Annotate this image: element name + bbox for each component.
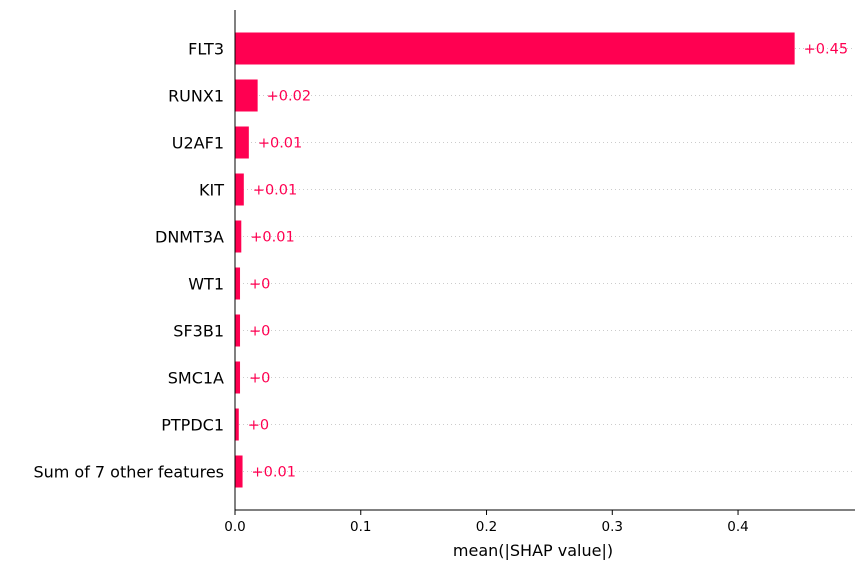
x-tick-label: 0.4	[727, 519, 748, 535]
value-label: +0.01	[250, 230, 294, 246]
feature-label: SMC1A	[168, 369, 224, 388]
feature-labels: FLT3 RUNX1 U2AF1 KIT DNMT3A WT1 SF3B1 SMC1A PTPD…	[33, 40, 224, 482]
value-label: +0.01	[253, 183, 297, 199]
bar	[235, 220, 242, 253]
bar	[235, 361, 241, 394]
bar	[235, 32, 795, 65]
x-tick-label: 0.1	[350, 519, 371, 535]
bar	[235, 126, 249, 159]
bar	[235, 79, 258, 112]
value-label: +0	[248, 418, 269, 434]
x-tick-label: 0.3	[602, 519, 623, 535]
bar	[235, 173, 244, 206]
x-axis-ticks: 0.0 0.1 0.2 0.3 0.4	[224, 510, 749, 535]
bar	[235, 455, 243, 488]
feature-label: Sum of 7 other features	[33, 463, 224, 482]
bar	[235, 267, 241, 300]
value-label: +0	[249, 324, 270, 340]
feature-label: KIT	[199, 181, 224, 200]
feature-label: WT1	[188, 275, 224, 294]
row-guides	[235, 48, 855, 472]
value-label: +0.02	[267, 89, 311, 105]
x-tick-label: 0.2	[476, 519, 497, 535]
feature-label: SF3B1	[173, 322, 224, 341]
feature-label: PTPDC1	[161, 416, 224, 435]
feature-label: RUNX1	[168, 87, 224, 106]
value-label: +0.01	[258, 136, 302, 152]
value-label: +0.45	[804, 42, 848, 58]
value-label: +0.01	[252, 465, 296, 481]
value-label: +0	[249, 277, 270, 293]
value-label: +0	[249, 371, 270, 387]
value-labels: +0.45 +0.02 +0.01 +0.01 +0.01 +0 +0 +0 +0 +0.01	[248, 42, 848, 481]
x-tick-label: 0.0	[224, 519, 245, 535]
bar	[235, 408, 239, 441]
bars	[235, 32, 795, 488]
feature-label: FLT3	[188, 40, 224, 59]
x-axis-title: mean(|SHAP value|)	[453, 541, 613, 560]
feature-label: DNMT3A	[155, 228, 224, 247]
bar	[235, 314, 241, 347]
feature-label: U2AF1	[172, 134, 224, 153]
